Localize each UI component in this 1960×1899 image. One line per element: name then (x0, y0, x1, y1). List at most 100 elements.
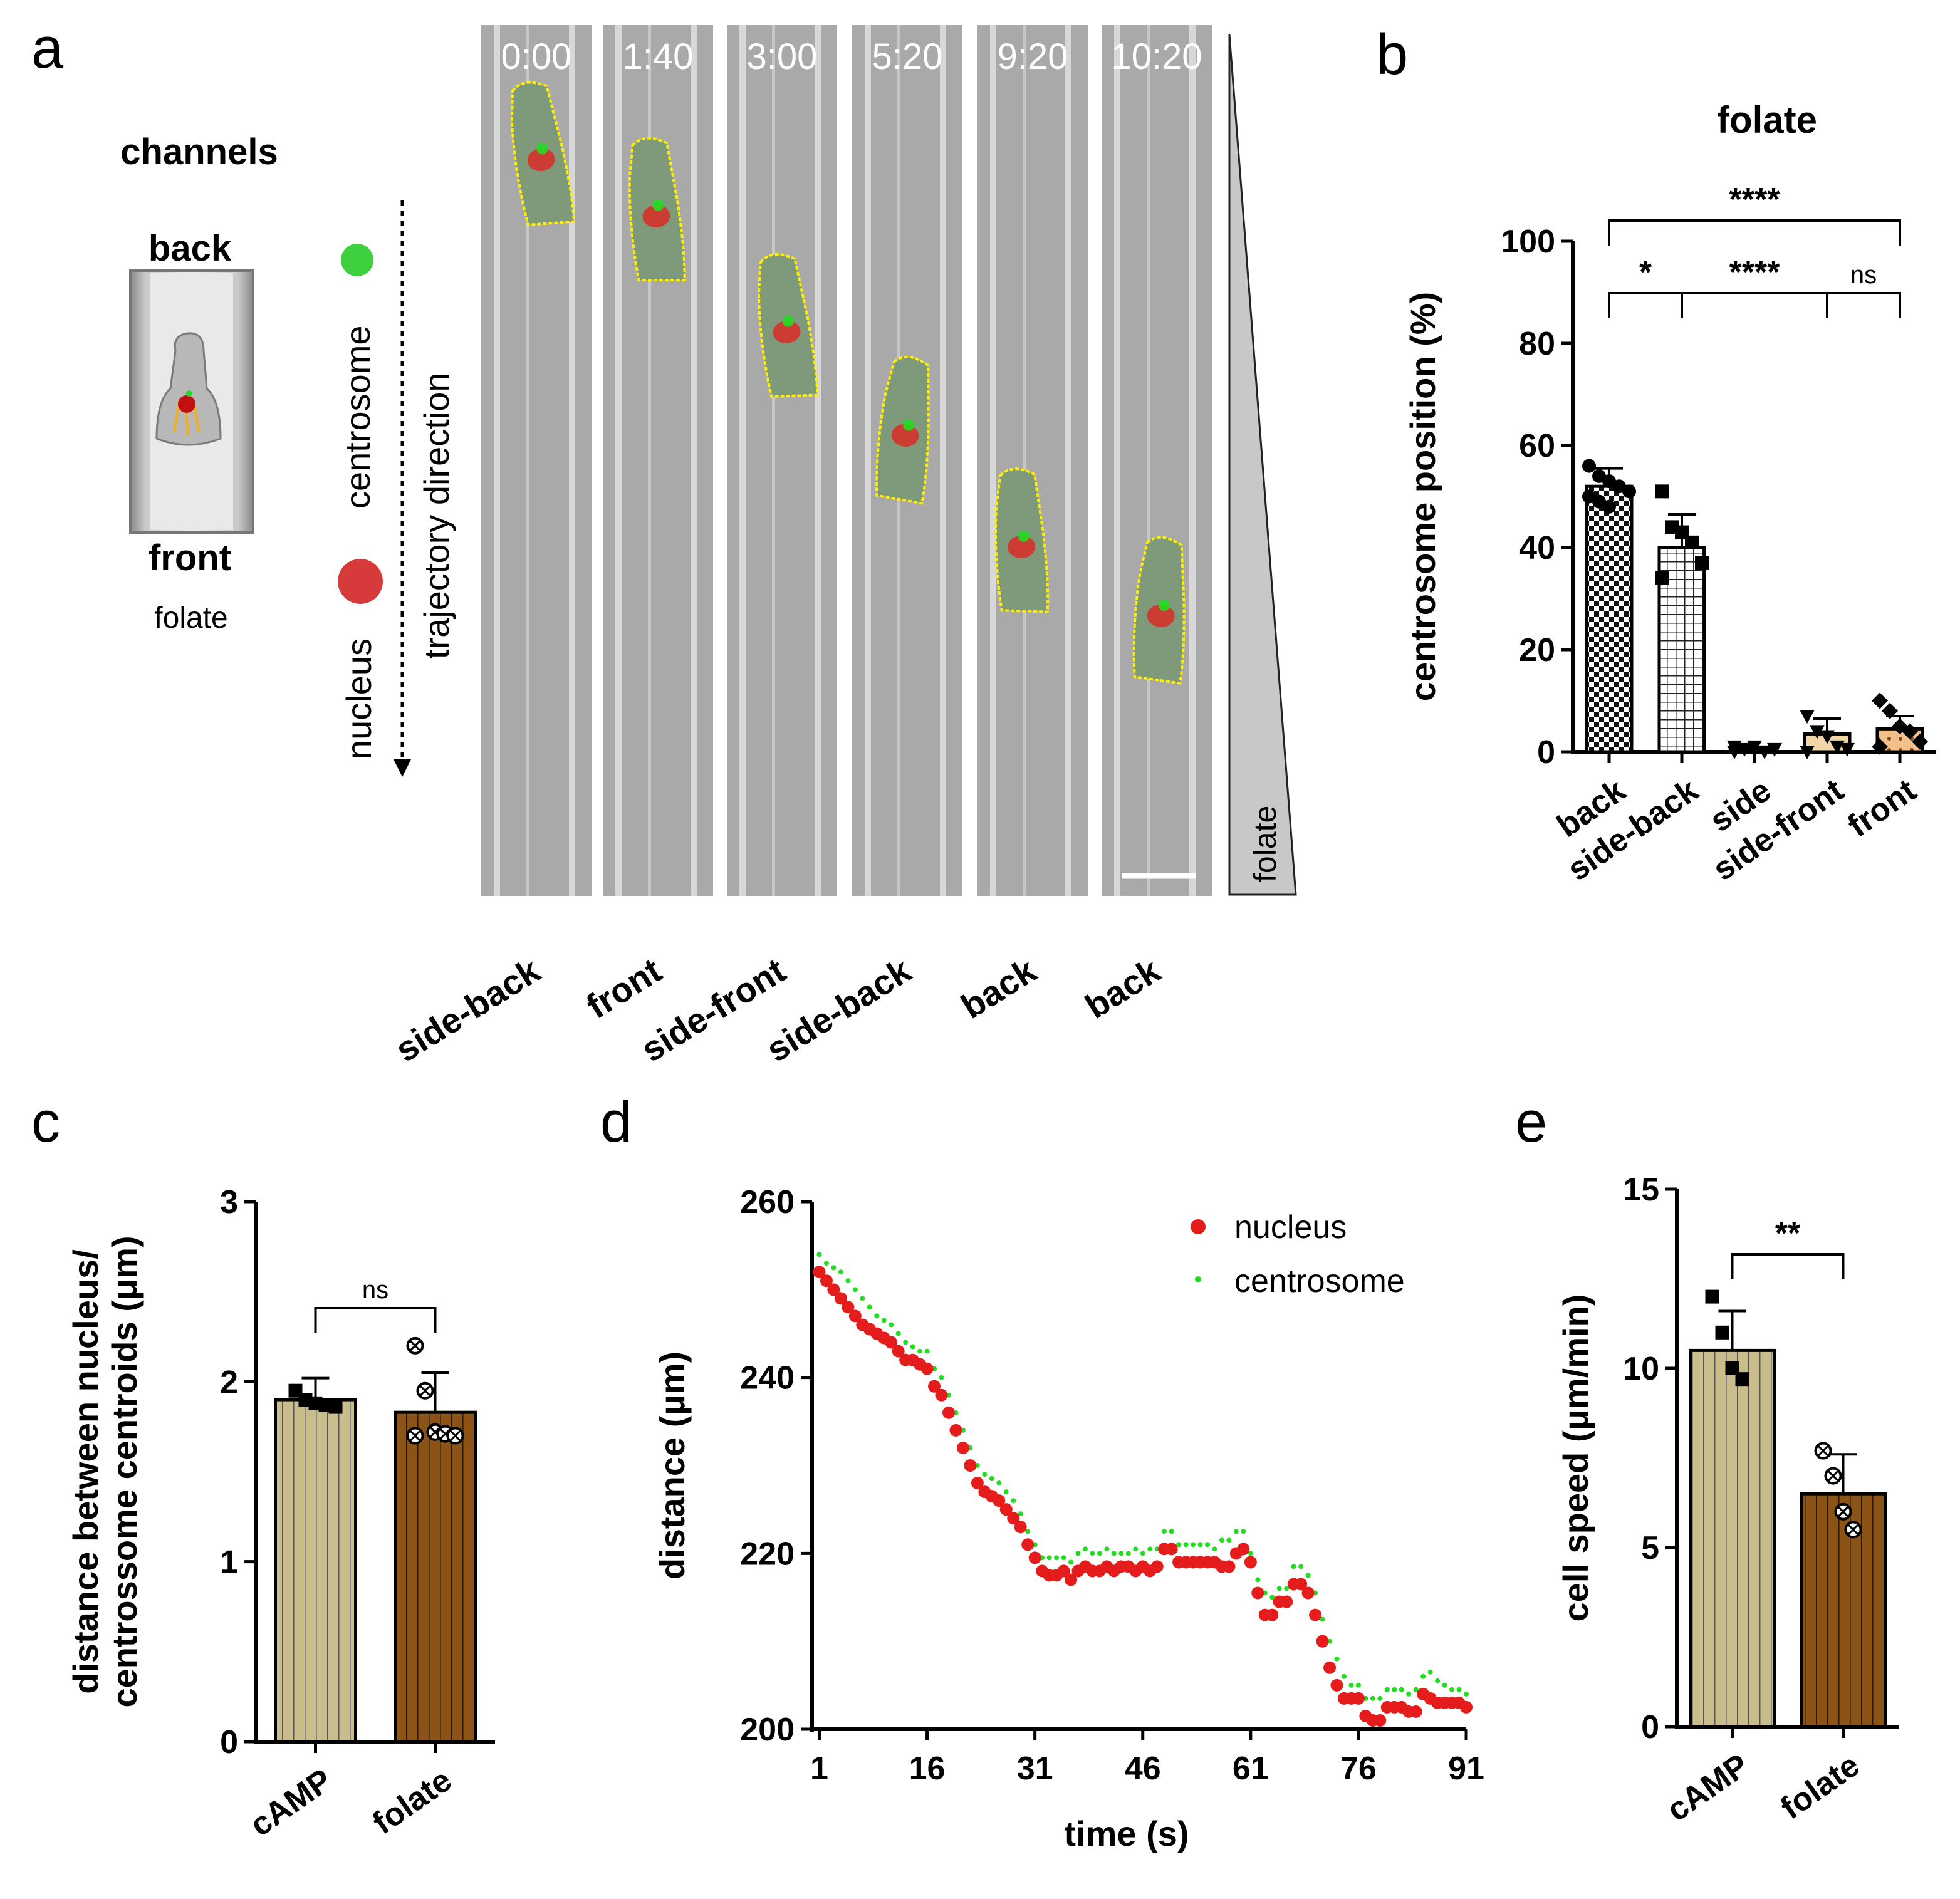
significance-label: **** (1729, 254, 1781, 291)
nucleus-point (834, 1292, 847, 1305)
nucleus-point (1409, 1705, 1422, 1718)
centrosome-point (1197, 1542, 1203, 1548)
data-point-cross (449, 1430, 461, 1442)
centrosome-point (917, 1348, 923, 1354)
data-point-cross (409, 1340, 421, 1351)
significance-bracket: ns (314, 1276, 437, 1333)
centrosome-point (1054, 1555, 1060, 1561)
centrosome-point (1392, 1687, 1397, 1692)
series-centrosome (816, 1252, 1469, 1701)
bracket-line (1731, 1253, 1845, 1279)
centrosome-point (1125, 1551, 1131, 1556)
panel-a: a channels back front folate centrosome … (31, 16, 1297, 1069)
frame-position-label: front (580, 950, 669, 1026)
frame-timestamp: 9:20 (998, 36, 1068, 77)
data-point (1820, 730, 1835, 744)
nucleus-point (842, 1301, 855, 1314)
nucleus-point (935, 1388, 948, 1402)
y-tick-label: 15 (1623, 1172, 1659, 1208)
bracket-line (1608, 219, 1901, 246)
panel-b: b 0 20 40 60 80 100 centrosome position (%) fol… (1376, 23, 1936, 888)
data-point-cross (1817, 1445, 1829, 1457)
centrosome-point (1046, 1555, 1052, 1561)
centrosome-point (1162, 1529, 1167, 1534)
gradient-wedge (1228, 34, 1297, 896)
channel-wall (1065, 25, 1071, 896)
centrosome-point (910, 1344, 915, 1350)
panel-c: c 0 1 2 3 distance between nucleus/centrosso… (31, 1090, 495, 1844)
nucleus-marker (527, 148, 555, 172)
y-axis-title: cell speed (μm/min) (1556, 1294, 1595, 1622)
x-axis-title: time (s) (1064, 1814, 1189, 1853)
panel-letter-d: d (600, 1090, 632, 1154)
schematic-title: channels (120, 132, 278, 172)
data-point (1602, 499, 1616, 514)
schematic-centrosome (186, 390, 192, 397)
y-tick-label: 100 (1501, 224, 1555, 260)
y-tick-label: 240 (740, 1360, 795, 1397)
centrosome-point (1248, 1551, 1253, 1556)
frame-1: 0:00 side-back (388, 25, 592, 1069)
tracked-cell (757, 253, 819, 398)
nucleus-point (1460, 1700, 1473, 1714)
centrosome-point (924, 1348, 930, 1354)
nucleus-point (827, 1283, 840, 1296)
nucleus-point (892, 1345, 905, 1358)
centrosome-point (1111, 1551, 1117, 1556)
channel-edge (1147, 25, 1150, 896)
nucleus-point (1251, 1586, 1264, 1600)
centrosome-point (852, 1287, 858, 1293)
data-point (1622, 484, 1636, 499)
centrosome-point (881, 1318, 887, 1323)
centrosome-point (874, 1313, 880, 1319)
nucleus-point (1165, 1543, 1178, 1556)
centrosome-marker (782, 315, 794, 327)
y-axis-title: centrosome position (%) (1403, 292, 1442, 701)
frame-6: 10:20 back (1078, 25, 1212, 1026)
time-lapse-frames: 0:00side-back1:40front3:00side-front5:20… (388, 25, 1212, 1069)
panel-letter-e: e (1515, 1090, 1547, 1154)
nucleus-point (1021, 1538, 1035, 1551)
channel-wall (990, 25, 996, 896)
nucleus-point (928, 1380, 941, 1393)
legend-centrosome-marker (1195, 1276, 1201, 1282)
chart-b: 0 20 40 60 80 100 centrosome position (%) folat… (1403, 99, 1936, 888)
nucleus-marker (1008, 535, 1036, 559)
centrosome-point (939, 1375, 944, 1380)
nucleus-point (956, 1441, 969, 1454)
x-tick-label: front (1842, 772, 1923, 844)
centrosome-point (1413, 1687, 1419, 1692)
frame-position-label: back (954, 950, 1043, 1026)
frame-timestamp: 1:40 (623, 36, 694, 77)
centrosome-point (860, 1296, 865, 1301)
centrosome-marker (1158, 600, 1170, 611)
y-tick-label: 80 (1519, 326, 1555, 362)
data-point (1747, 740, 1762, 754)
centrosome-marker (536, 143, 548, 155)
data-point (1800, 746, 1815, 759)
channel-wall (615, 25, 622, 896)
bar (274, 1398, 357, 1744)
bar-group-back: back (1551, 459, 1636, 845)
nucleus-point (1330, 1678, 1343, 1692)
chart-title: folate (1717, 99, 1817, 141)
legend-a: centrosome nucleus trajectory direction (338, 200, 456, 777)
centrosome-point (1291, 1564, 1296, 1569)
centrosome-point (1233, 1529, 1239, 1534)
y-axis-title: distance (μm) (652, 1351, 692, 1579)
legend-nucleus-label: nucleus (1234, 1209, 1347, 1246)
centrosome-point (1140, 1551, 1145, 1556)
channel-edge (1023, 25, 1026, 896)
x-tick-label: 76 (1340, 1751, 1377, 1787)
nucleus-point (1316, 1635, 1329, 1648)
centrosome-point (1348, 1682, 1354, 1688)
x-tick-label: cAMP (244, 1762, 339, 1843)
data-point (1655, 571, 1669, 585)
bracket-line (314, 1307, 437, 1333)
tracked-cell (875, 355, 930, 505)
centrosome-point (1370, 1695, 1375, 1701)
y-tick-label: 0 (1537, 734, 1555, 771)
centrosome-point (1018, 1511, 1023, 1517)
y-axis-title-line1: distance between nucleus/ (66, 1249, 105, 1694)
x-tick-label: cAMP (1660, 1747, 1756, 1828)
